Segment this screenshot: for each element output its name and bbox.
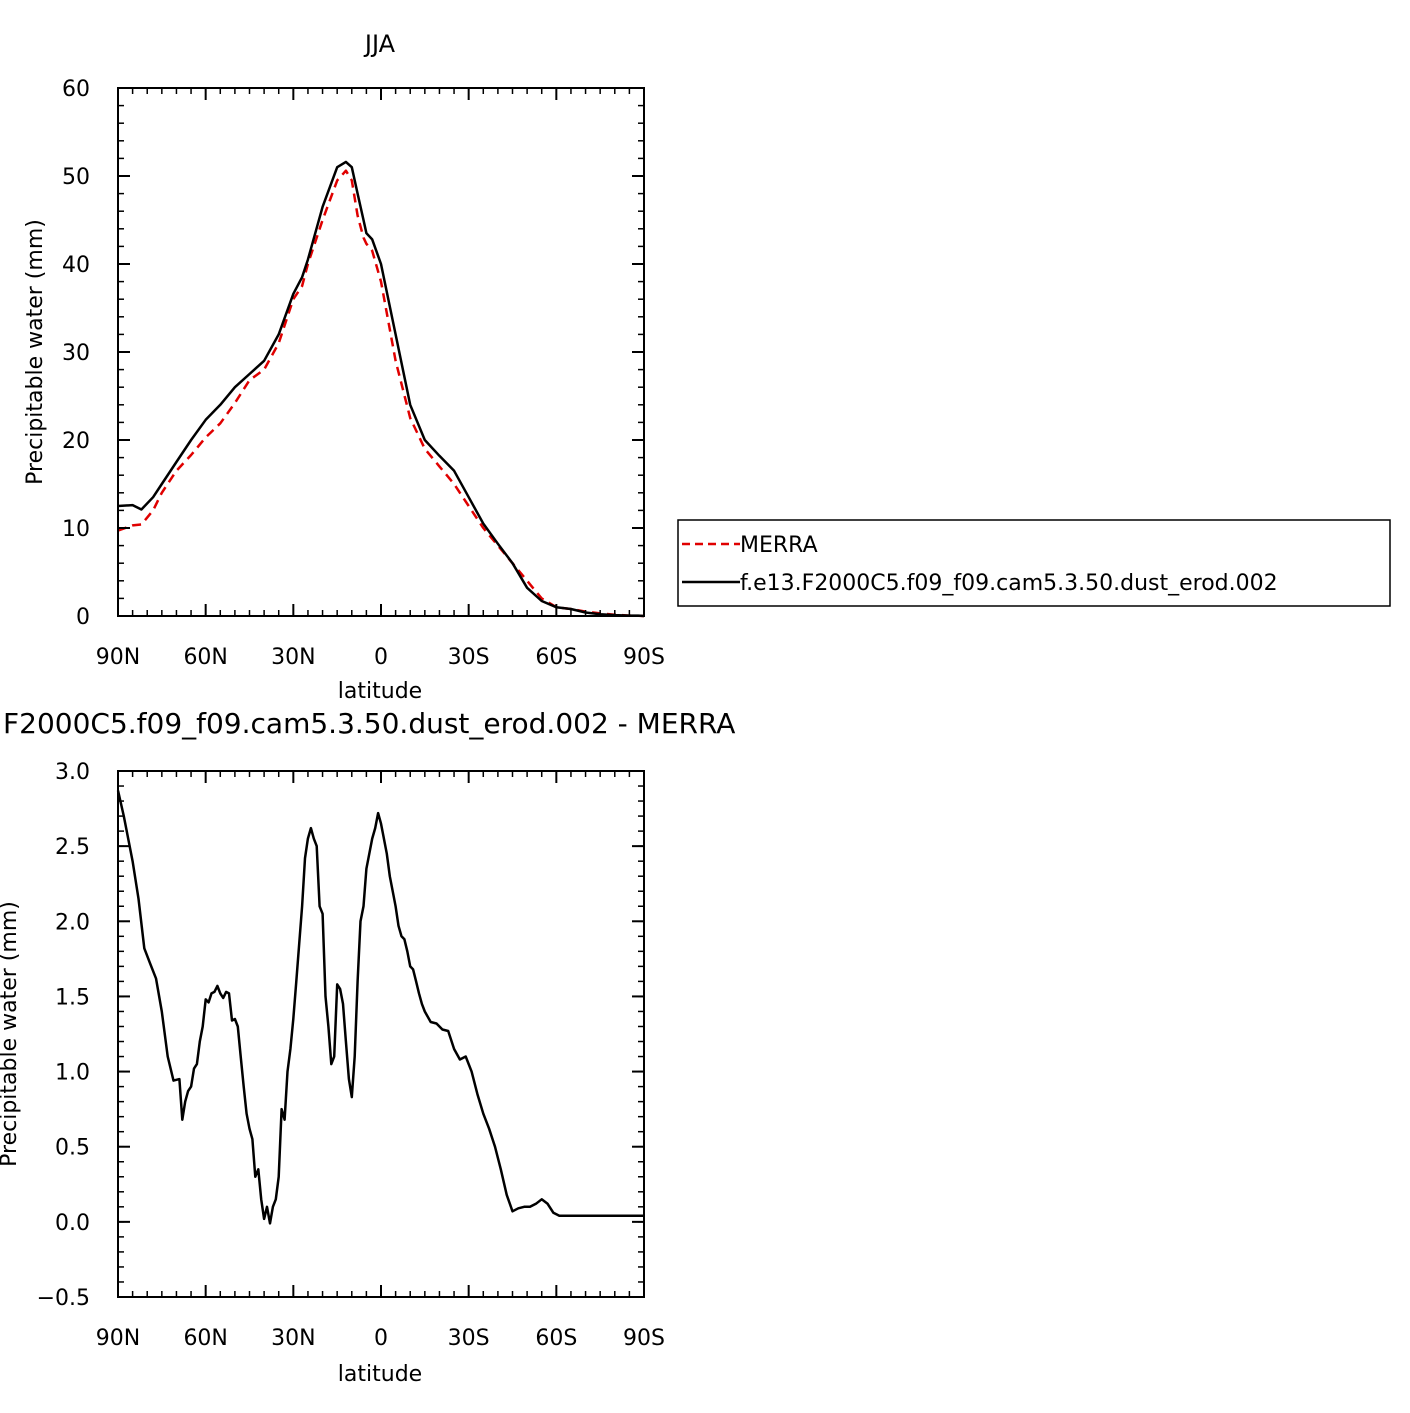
y-tick-label: 0	[76, 605, 90, 630]
x-tick-label: 90S	[623, 645, 665, 670]
x-tick-label: 30S	[448, 1326, 490, 1351]
top-panel: JJA 90N 60N 30N 0 30S 60S 90S 0 10 20 30 40 50 60 lat…	[23, 30, 665, 704]
y-tick-label: 2.0	[55, 910, 90, 935]
x-tick-label: 60S	[535, 645, 577, 670]
legend-model-label: f.e13.F2000C5.f09_f09.cam5.3.50.dust_ero…	[740, 571, 1278, 596]
y-tick-label: 40	[62, 253, 90, 278]
x-tick-label: 60N	[183, 1326, 227, 1351]
difference-series-line	[116, 790, 644, 1225]
legend: MERRA f.e13.F2000C5.f09_f09.cam5.3.50.du…	[677, 519, 1391, 607]
x-tick-label: 90N	[96, 1326, 140, 1351]
y-tick-label: 0.0	[55, 1211, 90, 1236]
y-tick-label: 1.0	[55, 1061, 90, 1086]
x-tick-label: 0	[374, 1326, 388, 1351]
top-panel-xlabel: latitude	[338, 679, 422, 704]
x-tick-label: 60N	[183, 645, 227, 670]
x-tick-label: 90N	[96, 645, 140, 670]
x-tick-label: 90S	[623, 1326, 665, 1351]
legend-merra-label: MERRA	[740, 533, 818, 558]
top-plot-frame	[117, 87, 645, 617]
y-tick-label: 10	[62, 517, 90, 542]
y-tick-label: 3.0	[55, 760, 90, 785]
y-tick-label: 60	[62, 77, 90, 102]
bottom-panel-xlabel: latitude	[338, 1362, 422, 1387]
y-tick-label: 1.5	[55, 985, 90, 1010]
y-tick-label: 30	[62, 341, 90, 366]
bottom-panel-title: f.e13.F2000C5.f09_f09.cam5.3.50.dust_ero…	[0, 707, 735, 740]
y-tick-label: 20	[62, 429, 90, 454]
bottom-panel: f.e13.F2000C5.f09_f09.cam5.3.50.dust_ero…	[0, 707, 735, 1387]
top-panel-title: JJA	[363, 30, 396, 58]
x-tick-label: 30N	[271, 645, 315, 670]
y-tick-label: −0.5	[37, 1286, 90, 1311]
x-tick-label: 60S	[535, 1326, 577, 1351]
top-panel-ylabel: Precipitable water (mm)	[23, 219, 48, 485]
x-tick-label: 0	[374, 645, 388, 670]
merra-series-line	[117, 169, 645, 618]
bottom-plot-frame	[117, 770, 645, 1298]
y-tick-label: 50	[62, 165, 90, 190]
model-series-line	[117, 160, 645, 618]
bottom-panel-ylabel: Precipitable water (mm)	[0, 901, 22, 1167]
y-tick-label: 2.5	[55, 835, 90, 860]
x-tick-label: 30S	[448, 645, 490, 670]
legend-box	[677, 519, 1391, 607]
y-tick-label: 0.5	[55, 1136, 90, 1161]
x-tick-label: 30N	[271, 1326, 315, 1351]
